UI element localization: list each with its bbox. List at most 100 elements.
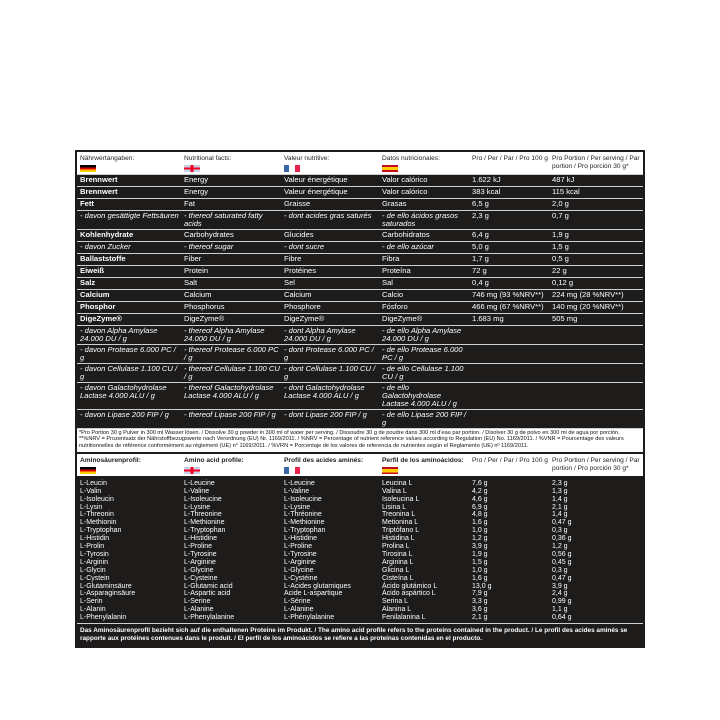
table-row: L-Tryptophan L-Tryptophan L-Tryptophan Trip… (77, 527, 643, 535)
serving-footnote: *Pro Portion 30 g Pulver in 300 ml Wasse… (77, 427, 643, 453)
nutrient-name: - thereof sugar (184, 241, 234, 251)
nutrient-name: - davon Protease 6.000 PC / g (80, 344, 176, 362)
amino-acid-name: L-Leucine (284, 479, 315, 487)
nutrient-name: DigeZyme® (184, 313, 225, 323)
amino-acid-value: 3,9 g (472, 543, 488, 551)
amino-acid-name: L-Isoleucine (284, 495, 322, 503)
nutrient-value: 0,5 g (552, 253, 569, 263)
nutrient-name: - thereof Cellulase 1.100 CU / g (184, 363, 280, 381)
nutrient-name: DigeZyme® (284, 313, 325, 323)
column-header: Nutritional facts: (181, 155, 281, 172)
nutrient-name: Valeur énergétique (284, 186, 348, 196)
amino-acid-name: Prolina L (382, 543, 410, 551)
column-header-label: Pro / Per / Par / Pro 100 g (472, 155, 548, 162)
amino-acid-name: L-Threonin (80, 511, 114, 519)
amino-acid-name: L-Histidine (284, 535, 318, 543)
column-header: Perfil de los aminoácidos: (379, 457, 469, 474)
table-row: - davon Cellulase 1.100 CU / g - thereof … (77, 362, 643, 382)
amino-acid-name: Glicina L (382, 566, 410, 574)
nutrient-name: Energy (184, 174, 209, 184)
nutrient-value (549, 365, 643, 381)
amino-acid-name: L-Methionine (184, 519, 225, 527)
table-row: L-Cystein L-Cysteine L-Cystéine Cisteína L 1… (77, 575, 643, 583)
nutrient-name: - dont Alpha Amylase 24.000 DU / g (284, 325, 356, 343)
table-row: - davon Protease 6.000 PC / g - thereof P… (77, 343, 643, 363)
amino-acid-value: 1,1 g (552, 606, 568, 614)
amino-acid-value: 0,99 g (552, 598, 572, 606)
amino-acid-name: L-Glutaminsäure (80, 582, 132, 590)
nutrient-name: - dont acides gras saturés (284, 210, 372, 220)
nutrient-value: 746 mg (93 %NRV**) (472, 289, 544, 299)
amino-acid-name: Ácido glutámico L (382, 582, 438, 590)
nutrient-name: - de ello azúcar (382, 241, 434, 251)
amino-acid-value: 7,9 g (472, 590, 488, 598)
nutrient-value: 466 mg (67 %NRV**) (472, 301, 544, 311)
column-header: Profil des acides aminés: (281, 457, 379, 474)
amino-acid-name: L-Cystein (80, 574, 110, 582)
nutrition-label: Nährwertangaben: Nutritional facts: Valeur… (75, 150, 645, 648)
amino-acid-value: 3,6 g (472, 606, 488, 614)
nutrient-name: Calcium (184, 289, 212, 299)
column-header-label: Pro Portion / Per serving / Par portion … (552, 155, 640, 170)
amino-acid-name: L-Serine (184, 598, 211, 606)
nutrient-name: - davon Lipase 200 FIP / g (80, 409, 169, 419)
amino-acid-name: L-Acides glutamiques (284, 582, 351, 590)
table-row: L-Methionin L-Methionine L-Methionine Metio… (77, 519, 643, 527)
amino-acid-value: 1,2 g (552, 543, 568, 551)
amino-acid-value: 0,36 g (552, 535, 572, 543)
table-row: L-Valin L-Valine L-Valine Valina L 4,2 g 1,3 … (77, 488, 643, 496)
amino-acid-value: 0,45 g (552, 558, 572, 566)
amino-acid-name: Triptófano L (382, 527, 420, 535)
amino-acid-name: L-Thréonine (284, 511, 322, 519)
column-header: Pro / Per / Par / Pro 100 g (469, 457, 549, 474)
nutrient-name: - davon Galactohydrolase Lactase 4.000 A… (80, 382, 167, 400)
uk-flag-icon (184, 466, 200, 474)
nutrient-value (549, 327, 643, 343)
nutrient-name: Valor calórico (382, 174, 428, 184)
nutrient-name: Fibra (382, 253, 400, 263)
nutrient-name: Phosphore (284, 301, 321, 311)
nutrient-name: Calcium (284, 289, 312, 299)
nutrient-name: Fibre (284, 253, 302, 263)
amino-acid-name: L-Arginine (284, 558, 316, 566)
table-row: Fett Fat Graisse Grasas 6,5 g 2,0 g (77, 197, 643, 210)
amino-acid-value: 4,6 g (472, 495, 488, 503)
amino-acid-name: Fenilalanina L (382, 614, 426, 622)
amino-acid-name: L-Glycin (80, 566, 106, 574)
column-header: Pro Portion / Per serving / Par portion … (549, 457, 643, 474)
amino-acid-value: 0,3 g (552, 527, 568, 535)
table-row: Salz Salt Sel Sal 0,4 g 0,12 g (77, 276, 643, 289)
nutrient-name: - dont Cellulase 1.100 CU / g (284, 363, 376, 381)
amino-acid-name: L-Tryptophan (80, 527, 122, 535)
amino-acid-name: Metionina L (382, 519, 419, 527)
amino-acid-name: L-Lysine (184, 503, 211, 511)
nutrient-value: 487 kJ (552, 174, 575, 184)
nutrient-name: Sel (284, 277, 295, 287)
table-row: L-Isoleucin L-Isoleucine L-Isoleucine Isole… (77, 496, 643, 504)
nutrient-value: 1.683 mg (472, 313, 504, 323)
amino-acid-value: 1,4 g (552, 495, 568, 503)
nutrient-name: Phosphor (80, 301, 116, 311)
table-row: - davon Alpha Amylase 24.000 DU / g - the… (77, 324, 643, 344)
amino-acid-value: 1,9 g (472, 550, 488, 558)
amino-acid-value: 1,6 g (472, 574, 488, 582)
amino-acid-name: L-Phénylalanine (284, 614, 335, 622)
nutrient-name: Valor calórico (382, 186, 428, 196)
nutrient-name: - de ello Galactohydrolase Lactase 4.000… (382, 382, 457, 408)
amino-acid-name: L-Methionin (80, 519, 117, 527)
nutrient-value: 1.622 kJ (472, 174, 501, 184)
amino-acid-name: L-Lysine (284, 503, 311, 511)
amino-acid-value: 2,4 g (552, 590, 568, 598)
column-header-label: Profil des acides aminés: (284, 457, 364, 465)
nutrient-value (549, 411, 643, 427)
nutrient-name: - thereof Protease 6.000 PC / g (184, 344, 279, 362)
amino-acid-name: Acide L-aspartique (284, 590, 343, 598)
amino-acid-value: 1,4 g (552, 511, 568, 519)
nutrient-value: 505 mg (552, 313, 578, 323)
nutrient-name: - de ello Lipase 200 FIP / g (382, 409, 467, 427)
amino-acid-name: L-Alanine (284, 606, 314, 614)
column-header-label: Nutritional facts: (184, 155, 232, 162)
nutrient-name: - dont Lipase 200 FIP / g (284, 409, 367, 419)
nutrient-name: Eiweiß (80, 265, 105, 275)
amino-acid-name: L-Prolin (80, 543, 105, 551)
